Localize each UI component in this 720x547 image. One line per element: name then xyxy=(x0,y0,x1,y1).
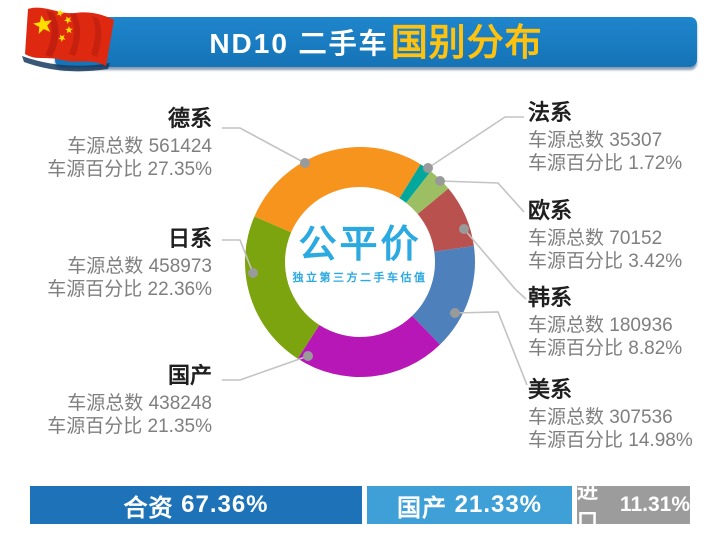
segment-total: 车源总数 438248 xyxy=(67,393,212,414)
leader-dot xyxy=(450,308,460,318)
donut-segment-国产 xyxy=(297,315,440,377)
segment-percent: 车源百分比 27.35% xyxy=(47,159,212,180)
leader-dot xyxy=(423,163,433,173)
summary-bars: 合资 67.36% 国产 21.33% 进口 11.31% xyxy=(30,480,690,533)
leader-line xyxy=(463,228,527,300)
bar-joint-venture: 合资 67.36% xyxy=(30,486,362,524)
segment-name: 国产 xyxy=(167,363,212,388)
segment-total: 车源总数 561424 xyxy=(67,136,212,157)
bar-domestic: 国产 21.33% xyxy=(367,486,572,524)
segment-name: 韩系 xyxy=(528,285,573,310)
leader-line xyxy=(427,116,524,169)
leader-line xyxy=(439,180,525,213)
title-banner: ND10 二手车 国别分布 xyxy=(55,17,697,67)
donut-segment-美系 xyxy=(412,246,475,345)
segment-total: 车源总数 307536 xyxy=(528,407,673,428)
flag-star xyxy=(33,15,52,34)
flag-star xyxy=(65,26,73,34)
donut-segment-法系 xyxy=(399,164,431,203)
callout-domestic: 国产 车源总数 438248 车源百分比 21.35% xyxy=(47,363,212,438)
segment-name: 日系 xyxy=(167,226,212,251)
page-title-prefix: ND10 二手车 xyxy=(209,28,389,59)
segment-percent: 车源百分比 14.98% xyxy=(528,430,693,451)
leader-dot xyxy=(248,268,258,278)
callout-america: 美系 车源总数 307536 车源百分比 14.98% xyxy=(528,377,693,452)
flag-star xyxy=(56,9,64,17)
segment-name: 欧系 xyxy=(528,198,573,223)
flag-star xyxy=(64,16,72,24)
segment-name: 德系 xyxy=(167,106,212,131)
callout-japan: 日系 车源总数 458973 车源百分比 22.36% xyxy=(47,226,212,301)
segment-total: 车源总数 70152 xyxy=(528,228,663,249)
segment-name: 美系 xyxy=(528,377,573,402)
flag-star xyxy=(58,34,66,42)
callout-europe: 欧系 车源总数 70152 车源百分比 3.42% xyxy=(528,198,682,273)
donut-segment-韩系 xyxy=(417,188,474,252)
donut-segment-德系 xyxy=(254,146,421,233)
segment-name: 法系 xyxy=(528,100,573,125)
bar-imported: 进口 11.31% xyxy=(577,480,690,533)
donut-segment-日系 xyxy=(245,216,320,359)
segment-percent: 车源百分比 22.36% xyxy=(47,279,212,300)
segment-total: 车源总数 35307 xyxy=(528,130,663,151)
leader-line xyxy=(454,311,528,386)
leader-line xyxy=(222,239,254,274)
page-title-highlight: 国别分布 xyxy=(390,21,543,63)
callout-france: 法系 车源总数 35307 车源百分比 1.72% xyxy=(528,100,682,175)
segment-total: 车源总数 458973 xyxy=(67,256,212,277)
leader-dot xyxy=(435,176,445,186)
segment-percent: 车源百分比 8.82% xyxy=(528,338,683,359)
leader-dot xyxy=(303,351,313,361)
leader-dot xyxy=(300,158,310,168)
segment-percent: 车源百分比 3.42% xyxy=(528,251,683,272)
leader-line xyxy=(222,127,306,164)
callout-korea: 韩系 车源总数 180936 车源百分比 8.82% xyxy=(528,285,682,360)
segment-percent: 车源百分比 21.35% xyxy=(47,416,212,437)
callout-germany: 德系 车源总数 561424 车源百分比 27.35% xyxy=(47,106,212,181)
segment-percent: 车源百分比 1.72% xyxy=(528,153,683,174)
leader-line xyxy=(222,355,309,381)
segment-total: 车源总数 180936 xyxy=(528,315,673,336)
china-flag-icon xyxy=(22,7,114,72)
leader-dot xyxy=(459,224,469,234)
